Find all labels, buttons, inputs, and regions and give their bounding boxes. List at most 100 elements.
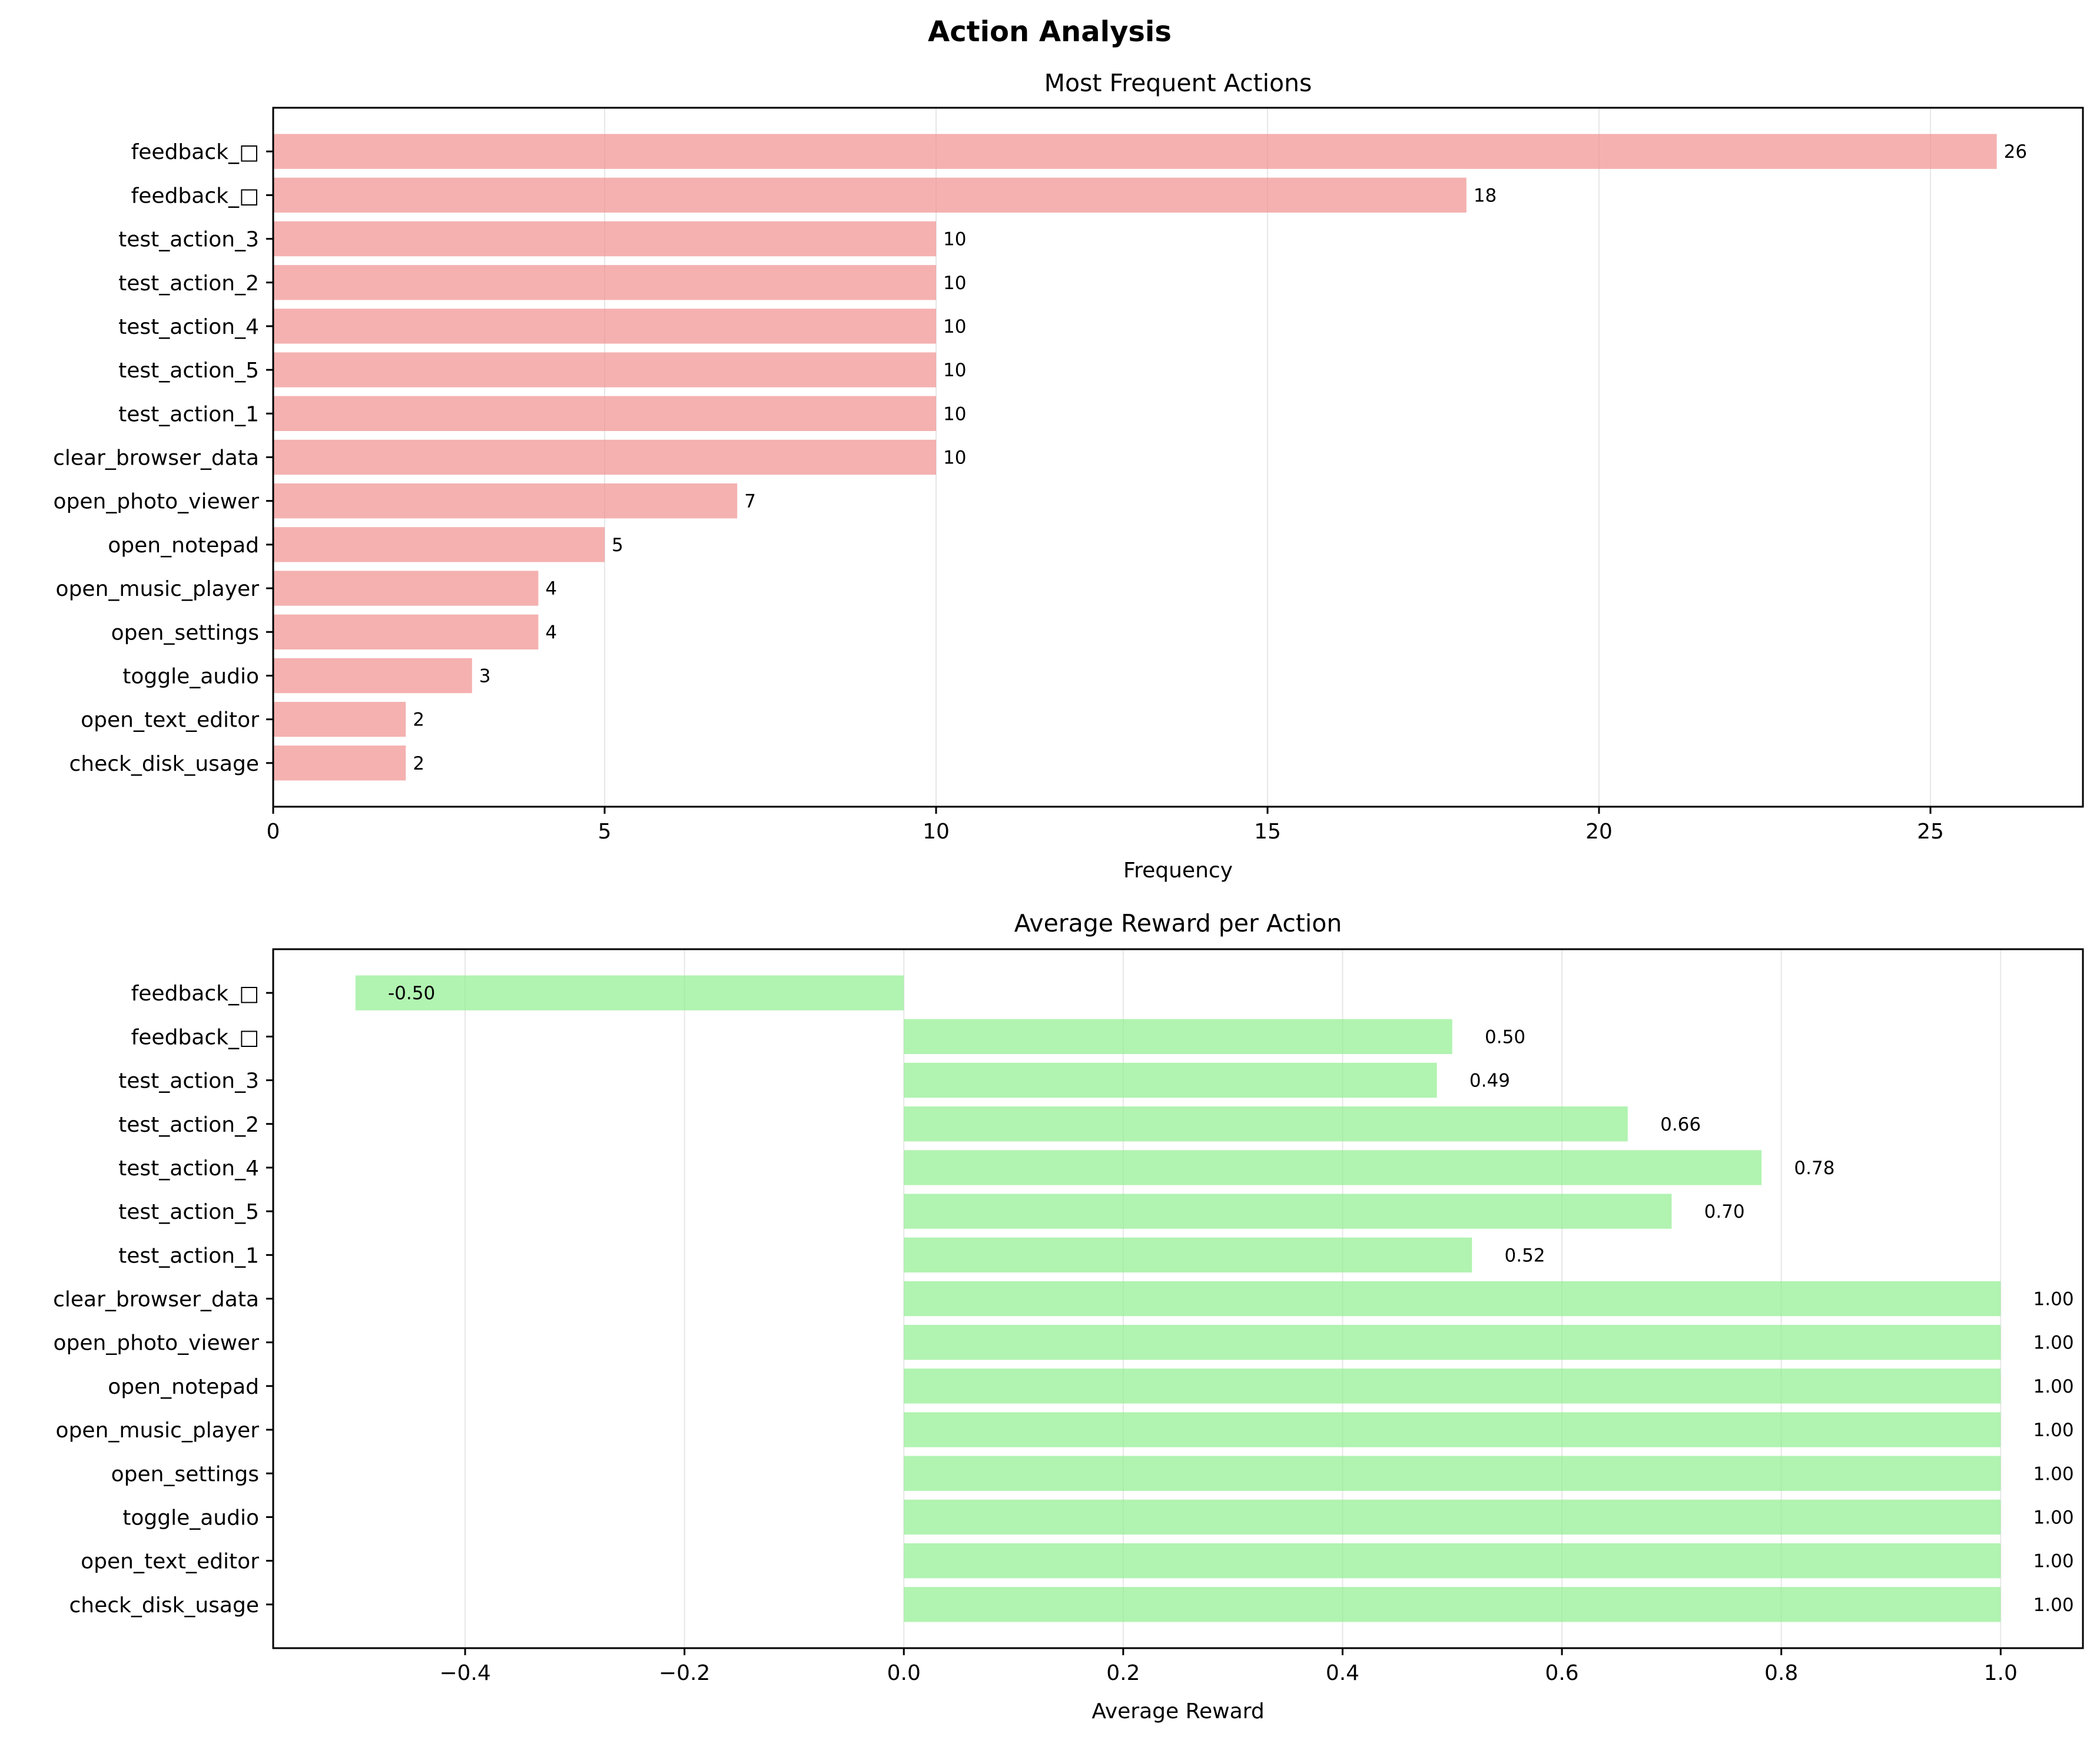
reward-x-tick-label: 0.0 [887,1661,921,1685]
frequency-bar [273,134,1997,169]
frequency-bar [273,658,472,694]
reward-bar [904,1368,2001,1404]
frequency-bar [273,265,937,300]
frequency-data-label: 10 [943,360,966,381]
reward-x-tick-label: 0.6 [1545,1661,1578,1685]
frequency-x-tick-label: 25 [1917,820,1944,844]
frequency-y-tick-label: toggle_audio [122,664,259,688]
reward-data-label: 1.00 [2033,1289,2074,1310]
frequency-y-tick-label: feedback_□ [131,140,259,164]
reward-bar [904,1062,1437,1098]
reward-data-label: 0.78 [1794,1158,1834,1179]
reward-y-tick-label: feedback_□ [131,1025,259,1049]
frequency-data-label: 10 [943,229,966,250]
frequency-bar [273,439,937,475]
reward-chart: Average Reward per Action -0.50 0.50 0.49 0… [53,909,2084,1724]
frequency-x-axis-label: Frequency [1123,859,1233,883]
frequency-bar [273,483,738,519]
frequency-data-label: 3 [479,665,491,687]
frequency-y-tick-label: test_action_3 [118,228,259,252]
frequency-y-tick-label: open_settings [111,621,259,645]
frequency-chart: Most Frequent Actions 26 18 10 10 10 10 10 10 7 5… [53,69,2084,883]
reward-data-label: 0.70 [1704,1201,1745,1222]
reward-data-label: 1.00 [2033,1507,2074,1528]
frequency-y-tick-label: open_music_player [56,577,260,601]
frequency-bar [273,527,605,562]
reward-bar [904,1325,2001,1360]
frequency-bar [273,396,937,431]
frequency-chart-title: Most Frequent Actions [1044,69,1312,97]
reward-bar [904,1106,1628,1142]
frequency-y-tick-label: check_disk_usage [69,752,260,776]
reward-bar [904,1456,2001,1491]
reward-y-tick-label: open_notepad [108,1375,259,1399]
frequency-data-label: 26 [2004,141,2027,163]
reward-y-tick-label: test_action_5 [118,1200,259,1224]
reward-y-tick-label: clear_browser_data [53,1288,259,1312]
reward-y-tick-label: open_music_player [56,1418,260,1443]
reward-x-ticks: −0.4 −0.2 0.0 0.2 0.4 0.6 0.8 1.0 [439,1648,2018,1685]
frequency-data-label: 5 [612,535,623,556]
reward-bar [904,1150,1762,1185]
reward-y-tick-label: feedback_□ [131,982,259,1006]
frequency-x-tick-label: 0 [267,820,280,844]
reward-bar [904,1237,1472,1272]
reward-data-label: 1.00 [2033,1551,2074,1572]
frequency-x-ticks: 0 5 10 15 20 25 [267,807,1944,844]
frequency-data-label: 10 [943,448,966,469]
reward-y-tick-label: open_settings [111,1462,259,1486]
reward-bar [904,1499,2001,1535]
figure-title: Action Analysis [928,15,1172,48]
reward-data-label: 1.00 [2033,1420,2074,1441]
reward-y-tick-label: test_action_4 [118,1156,259,1181]
reward-data-label: 1.00 [2033,1376,2074,1397]
frequency-bar [273,352,937,387]
reward-chart-title: Average Reward per Action [1014,909,1342,937]
reward-x-tick-label: −0.4 [439,1661,490,1685]
frequency-y-tick-label: clear_browser_data [53,446,259,470]
frequency-y-tick-label: open_notepad [108,533,259,558]
reward-bar [904,1412,2001,1447]
frequency-y-tick-label: open_text_editor [81,708,259,733]
reward-bar [904,1543,2001,1579]
frequency-y-tick-label: test_action_1 [118,402,259,426]
frequency-bar [273,309,937,344]
frequency-y-tick-label: test_action_4 [118,315,259,339]
frequency-bar [273,614,539,649]
frequency-y-tick-label: open_photo_viewer [53,490,259,514]
reward-y-tick-label: test_action_3 [118,1069,259,1093]
reward-bar [355,975,904,1010]
reward-data-labels: -0.50 0.50 0.49 0.66 0.78 0.70 0.52 1.00 1.00 1.0… [388,983,2074,1616]
reward-data-label: 1.00 [2033,1463,2074,1484]
reward-x-axis-label: Average Reward [1092,1699,1264,1724]
reward-y-tick-label: test_action_2 [118,1113,259,1137]
reward-data-label: 0.66 [1660,1114,1701,1135]
reward-y-tick-label: open_text_editor [81,1550,259,1574]
reward-data-label: 0.52 [1505,1245,1545,1266]
reward-x-tick-label: 1.0 [1984,1661,2018,1685]
reward-data-label: 0.50 [1485,1026,1525,1048]
frequency-data-label: 10 [943,316,966,337]
reward-bar [904,1281,2001,1317]
frequency-bar [273,701,406,737]
reward-y-tick-label: check_disk_usage [69,1593,260,1618]
reward-data-label: 0.49 [1469,1070,1510,1092]
frequency-data-label: 10 [943,273,966,294]
frequency-y-tick-label: test_action_5 [118,359,259,383]
frequency-data-label: 10 [943,403,966,425]
frequency-y-tick-label: feedback_□ [131,184,259,208]
frequency-bar [273,745,406,781]
reward-bars [355,975,2001,1622]
frequency-x-tick-label: 5 [598,820,612,844]
reward-data-label: 1.00 [2033,1333,2074,1354]
reward-x-tick-label: 0.2 [1106,1661,1140,1685]
frequency-x-tick-label: 10 [923,820,950,844]
frequency-x-tick-label: 15 [1254,820,1281,844]
reward-y-ticks: feedback_□ feedback_□ test_action_3 test_ac… [53,982,273,1618]
reward-data-label: 1.00 [2033,1595,2074,1616]
reward-x-tick-label: −0.2 [659,1661,710,1685]
reward-y-tick-label: test_action_1 [118,1244,259,1268]
frequency-y-ticks: feedback_□ feedback_□ test_action_3 test_ac… [53,140,273,776]
reward-data-label: -0.50 [388,983,435,1004]
